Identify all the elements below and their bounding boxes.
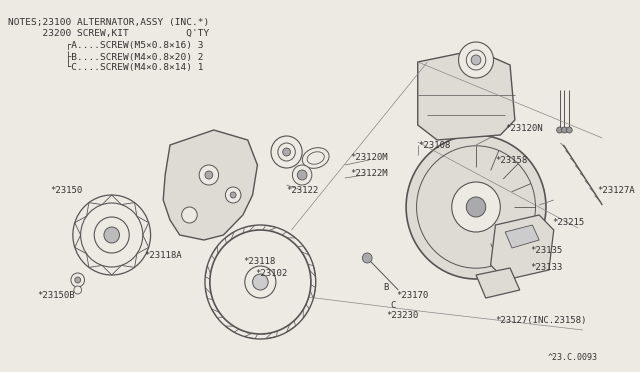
Polygon shape — [491, 215, 554, 280]
Text: *23127(INC.23158): *23127(INC.23158) — [495, 315, 587, 324]
Circle shape — [71, 273, 84, 287]
Polygon shape — [293, 246, 309, 255]
Polygon shape — [86, 254, 102, 267]
Circle shape — [75, 277, 81, 283]
Polygon shape — [86, 203, 102, 216]
Polygon shape — [212, 309, 227, 318]
Polygon shape — [122, 203, 137, 216]
Polygon shape — [307, 282, 316, 299]
Text: *23215: *23215 — [552, 218, 584, 227]
Circle shape — [467, 50, 486, 70]
Polygon shape — [303, 300, 309, 318]
Polygon shape — [205, 288, 217, 300]
Text: *23150B: *23150B — [37, 291, 74, 299]
Circle shape — [210, 230, 311, 334]
Circle shape — [278, 143, 295, 161]
Ellipse shape — [302, 148, 329, 168]
Text: ┌A....SCREW(M5×0.8×16) 3: ┌A....SCREW(M5×0.8×16) 3 — [8, 40, 204, 49]
Circle shape — [566, 127, 572, 133]
Circle shape — [230, 192, 236, 198]
Text: *23102: *23102 — [255, 269, 288, 278]
Polygon shape — [406, 135, 546, 279]
Circle shape — [458, 42, 493, 78]
Polygon shape — [476, 268, 520, 298]
Ellipse shape — [307, 152, 324, 164]
Polygon shape — [75, 216, 86, 235]
Polygon shape — [137, 235, 148, 254]
Text: *23170: *23170 — [396, 292, 429, 301]
Circle shape — [471, 55, 481, 65]
Circle shape — [292, 165, 312, 185]
Circle shape — [452, 182, 500, 232]
Polygon shape — [205, 266, 214, 282]
Text: 23200 SCREW,KIT          Q'TY: 23200 SCREW,KIT Q'TY — [8, 29, 209, 38]
Text: └C....SCREW(M4×0.8×14) 1: └C....SCREW(M4×0.8×14) 1 — [8, 62, 204, 72]
Text: *23230: *23230 — [387, 311, 419, 320]
Text: *23122: *23122 — [287, 186, 319, 195]
Polygon shape — [278, 232, 296, 238]
Polygon shape — [163, 130, 257, 240]
Polygon shape — [244, 330, 260, 339]
Text: *23108: *23108 — [418, 141, 450, 150]
Circle shape — [557, 127, 563, 133]
Polygon shape — [287, 316, 296, 332]
Circle shape — [94, 217, 129, 253]
Polygon shape — [418, 50, 515, 140]
Circle shape — [297, 170, 307, 180]
Circle shape — [205, 171, 212, 179]
Text: *23122M: *23122M — [349, 169, 387, 177]
Circle shape — [362, 253, 372, 263]
Circle shape — [199, 165, 219, 185]
Text: *23158: *23158 — [495, 155, 528, 164]
Polygon shape — [303, 264, 316, 276]
Text: ^23.C.0093: ^23.C.0093 — [547, 353, 598, 362]
Circle shape — [81, 203, 143, 267]
Text: *23118: *23118 — [243, 257, 275, 266]
Polygon shape — [225, 326, 243, 332]
Polygon shape — [225, 232, 234, 248]
Polygon shape — [75, 235, 86, 254]
Circle shape — [467, 197, 486, 217]
Circle shape — [182, 207, 197, 223]
Text: *23127A: *23127A — [598, 186, 635, 195]
Text: *23133: *23133 — [531, 263, 563, 273]
Polygon shape — [102, 266, 122, 275]
Polygon shape — [137, 216, 148, 235]
Circle shape — [561, 127, 567, 133]
Circle shape — [74, 286, 82, 294]
Polygon shape — [243, 225, 255, 238]
Text: NOTES;23100 ALTERNATOR,ASSY (INC.*): NOTES;23100 ALTERNATOR,ASSY (INC.*) — [8, 18, 209, 27]
Text: B: B — [384, 283, 389, 292]
Text: *23118A: *23118A — [144, 250, 181, 260]
Polygon shape — [122, 254, 137, 267]
Circle shape — [245, 266, 276, 298]
Text: C: C — [390, 301, 396, 310]
Circle shape — [271, 136, 302, 168]
Polygon shape — [212, 246, 218, 264]
Text: *23120N: *23120N — [505, 124, 543, 132]
Text: *23120M: *23120M — [349, 153, 387, 161]
Text: *23150: *23150 — [51, 186, 83, 195]
Text: *23135: *23135 — [531, 246, 563, 254]
Circle shape — [253, 274, 268, 290]
Polygon shape — [505, 225, 539, 248]
Polygon shape — [266, 326, 278, 339]
Polygon shape — [102, 195, 122, 205]
Polygon shape — [260, 225, 276, 234]
Circle shape — [283, 148, 291, 156]
Circle shape — [225, 187, 241, 203]
Circle shape — [104, 227, 120, 243]
Text: ├B....SCREW(M4×0.8×20) 2: ├B....SCREW(M4×0.8×20) 2 — [8, 51, 204, 62]
